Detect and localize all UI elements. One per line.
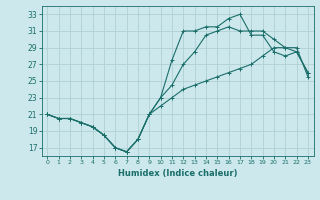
X-axis label: Humidex (Indice chaleur): Humidex (Indice chaleur): [118, 169, 237, 178]
